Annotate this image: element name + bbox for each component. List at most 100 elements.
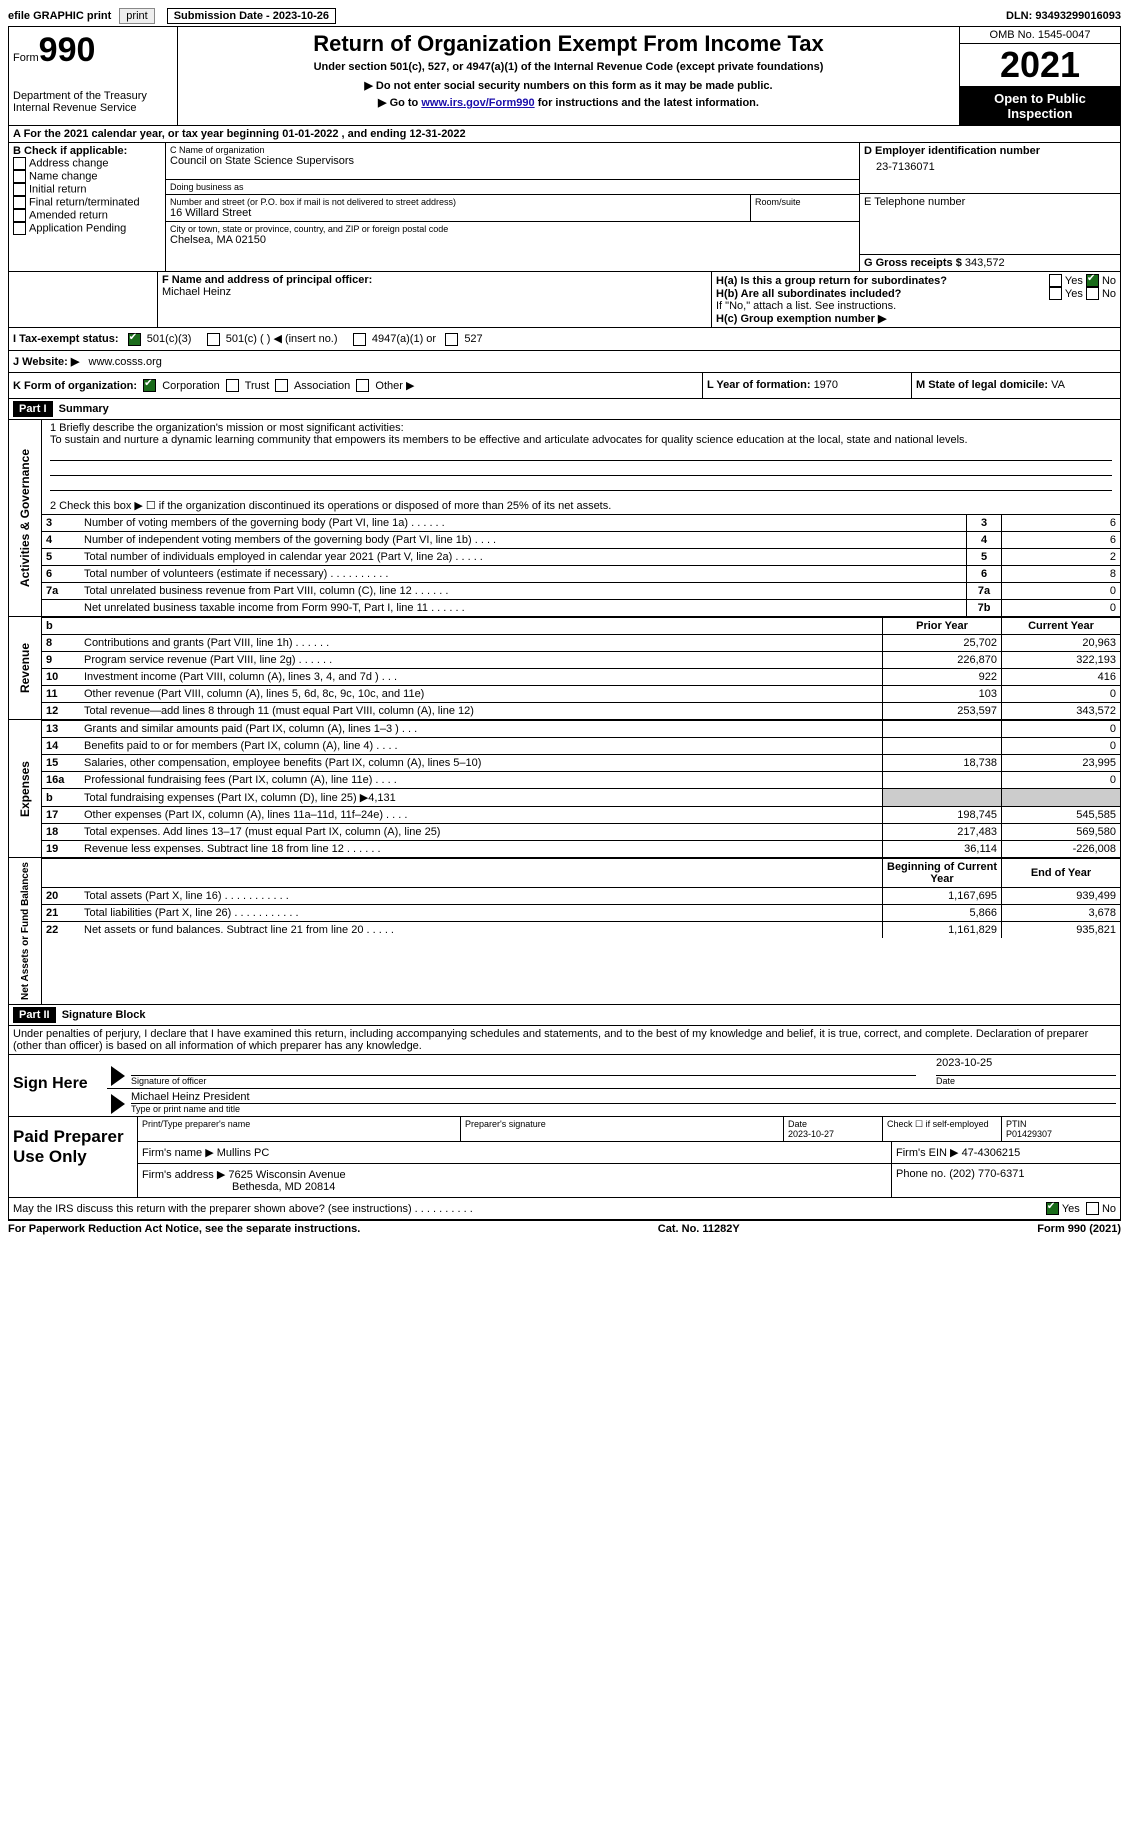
ha-yes[interactable] [1049,274,1062,287]
l-label: L Year of formation: [707,379,814,391]
print-button[interactable]: print [119,8,154,24]
section-l: L Year of formation: 1970 [703,373,912,399]
part1: Part I Summary Activities & Governance 1… [8,399,1121,1005]
section-i: I Tax-exempt status: 501(c)(3) 501(c) ( … [8,328,1121,351]
g-label: G Gross receipts $ [864,257,965,269]
q1-text: To sustain and nurture a dynamic learnin… [50,434,1112,446]
firm-addr: 7625 Wisconsin Avenue [228,1169,345,1181]
col-prior: Prior Year [883,618,1002,635]
k-label: K Form of organization: [13,380,137,392]
side-revenue: Revenue [9,617,42,719]
firm-name-label: Firm's name ▶ [142,1147,217,1159]
dln: DLN: 93493299016093 [1006,10,1121,22]
prep-sig-label: Preparer's signature [461,1117,784,1141]
table-row: 10Investment income (Part VIII, column (… [42,669,1120,686]
omb-label: OMB No. 1545-0047 [960,27,1120,43]
phone-label: Phone no. [896,1168,949,1180]
chk-4947[interactable] [353,333,366,346]
chk-corp[interactable] [143,379,156,392]
irs-link[interactable]: www.irs.gov/Form990 [421,97,534,109]
dept-label: Department of the Treasury [13,90,173,102]
c-name-label: C Name of organization [170,145,855,155]
hb-no[interactable] [1086,287,1099,300]
col-current: Current Year [1002,618,1121,635]
sig-date-label: Date [936,1076,1116,1086]
table-row: 18Total expenses. Add lines 13–17 (must … [42,824,1120,841]
sig-arrow-icon [111,1066,125,1086]
expense-table: 13Grants and similar amounts paid (Part … [42,720,1120,857]
section-k: K Form of organization: Corporation Trus… [9,373,703,399]
section-h: H(a) Is this a group return for subordin… [712,272,1120,327]
section-c: C Name of organization Council on State … [166,143,859,271]
chk-other[interactable] [356,379,369,392]
col-end: End of Year [1002,859,1121,888]
chk-app-pending[interactable]: Application Pending [13,222,161,235]
gross-receipts: 343,572 [965,257,1005,269]
ha-no[interactable] [1086,274,1099,287]
i-label: I Tax-exempt status: [13,333,119,345]
chk-assoc[interactable] [275,379,288,392]
table-row: 14Benefits paid to or for members (Part … [42,738,1120,755]
note-ssn: ▶ Do not enter social security numbers o… [182,79,955,92]
table-row: 8Contributions and grants (Part VIII, li… [42,635,1120,652]
prep-date: 2023-10-27 [788,1129,878,1139]
m-label: M State of legal domicile: [916,379,1051,391]
ein-value: 23-7136071 [864,161,1116,173]
chk-final-return[interactable]: Final return/terminated [13,196,161,209]
form-title: Return of Organization Exempt From Incom… [182,31,955,57]
note2-post: for instructions and the latest informat… [535,97,759,109]
note2-pre: ▶ Go to [378,97,421,109]
hb-label: H(b) Are all subordinates included? [716,288,901,300]
table-row: 15Salaries, other compensation, employee… [42,755,1120,772]
efile-label: efile GRAPHIC print [8,10,111,22]
table-row: 21Total liabilities (Part X, line 26) . … [42,905,1120,922]
section-f: F Name and address of principal officer:… [158,272,712,327]
page-footer: For Paperwork Reduction Act Notice, see … [8,1220,1121,1235]
may-irs-no[interactable] [1086,1202,1099,1215]
sig-date: 2023-10-25 [936,1057,1116,1076]
chk-amended[interactable]: Amended return [13,209,161,222]
table-row: 6Total number of volunteers (estimate if… [42,566,1120,583]
chk-initial-return[interactable]: Initial return [13,183,161,196]
table-row: 11Other revenue (Part VIII, column (A), … [42,686,1120,703]
sig-arrow-icon-2 [111,1094,125,1114]
ha-label: H(a) Is this a group return for subordin… [716,275,947,287]
table-row: 19Revenue less expenses. Subtract line 1… [42,841,1120,858]
org-info-block: B Check if applicable: Address change Na… [8,143,1121,272]
table-row: 16aProfessional fundraising fees (Part I… [42,772,1120,789]
officer-name: Michael Heinz President [131,1091,1116,1104]
sig-officer-label: Signature of officer [131,1076,916,1086]
ptin: P01429307 [1006,1129,1116,1139]
footer-left: For Paperwork Reduction Act Notice, see … [8,1223,360,1235]
chk-527[interactable] [445,333,458,346]
form-label: Form [13,52,39,64]
firm-addr-label: Firm's address ▶ [142,1169,228,1181]
may-irs-yes[interactable] [1046,1202,1059,1215]
period-mid: , and ending [342,128,410,140]
chk-address-change[interactable]: Address change [13,157,161,170]
tax-year: 2021 [960,43,1120,87]
table-row: 12Total revenue—add lines 8 through 11 (… [42,703,1120,720]
part1-title: Summary [59,403,109,415]
phone: (202) 770-6371 [949,1168,1024,1180]
table-row: 3Number of voting members of the governi… [42,515,1120,532]
chk-501c3[interactable] [128,333,141,346]
chk-501c[interactable] [207,333,220,346]
form-990-page: efile GRAPHIC print print Submission Dat… [0,0,1129,1243]
website: www.cosss.org [89,356,162,368]
declaration: Under penalties of perjury, I declare th… [9,1026,1120,1055]
side-activities: Activities & Governance [9,420,42,616]
q2-label: 2 Check this box ▶ ☐ if the organization… [50,499,1112,512]
org-address: 16 Willard Street [170,207,746,219]
state-domicile: VA [1051,379,1065,391]
chk-name-change[interactable]: Name change [13,170,161,183]
principal-officer: Michael Heinz [162,286,707,298]
chk-trust[interactable] [226,379,239,392]
hb-yes[interactable] [1049,287,1062,300]
form-number: 990 [39,31,96,69]
footer-mid: Cat. No. 11282Y [658,1223,740,1235]
note-link: ▶ Go to www.irs.gov/Form990 for instruct… [182,96,955,109]
section-m: M State of legal domicile: VA [912,373,1120,399]
ptin-label: PTIN [1006,1119,1116,1129]
header-left: Form990 Department of the Treasury Inter… [9,27,178,125]
